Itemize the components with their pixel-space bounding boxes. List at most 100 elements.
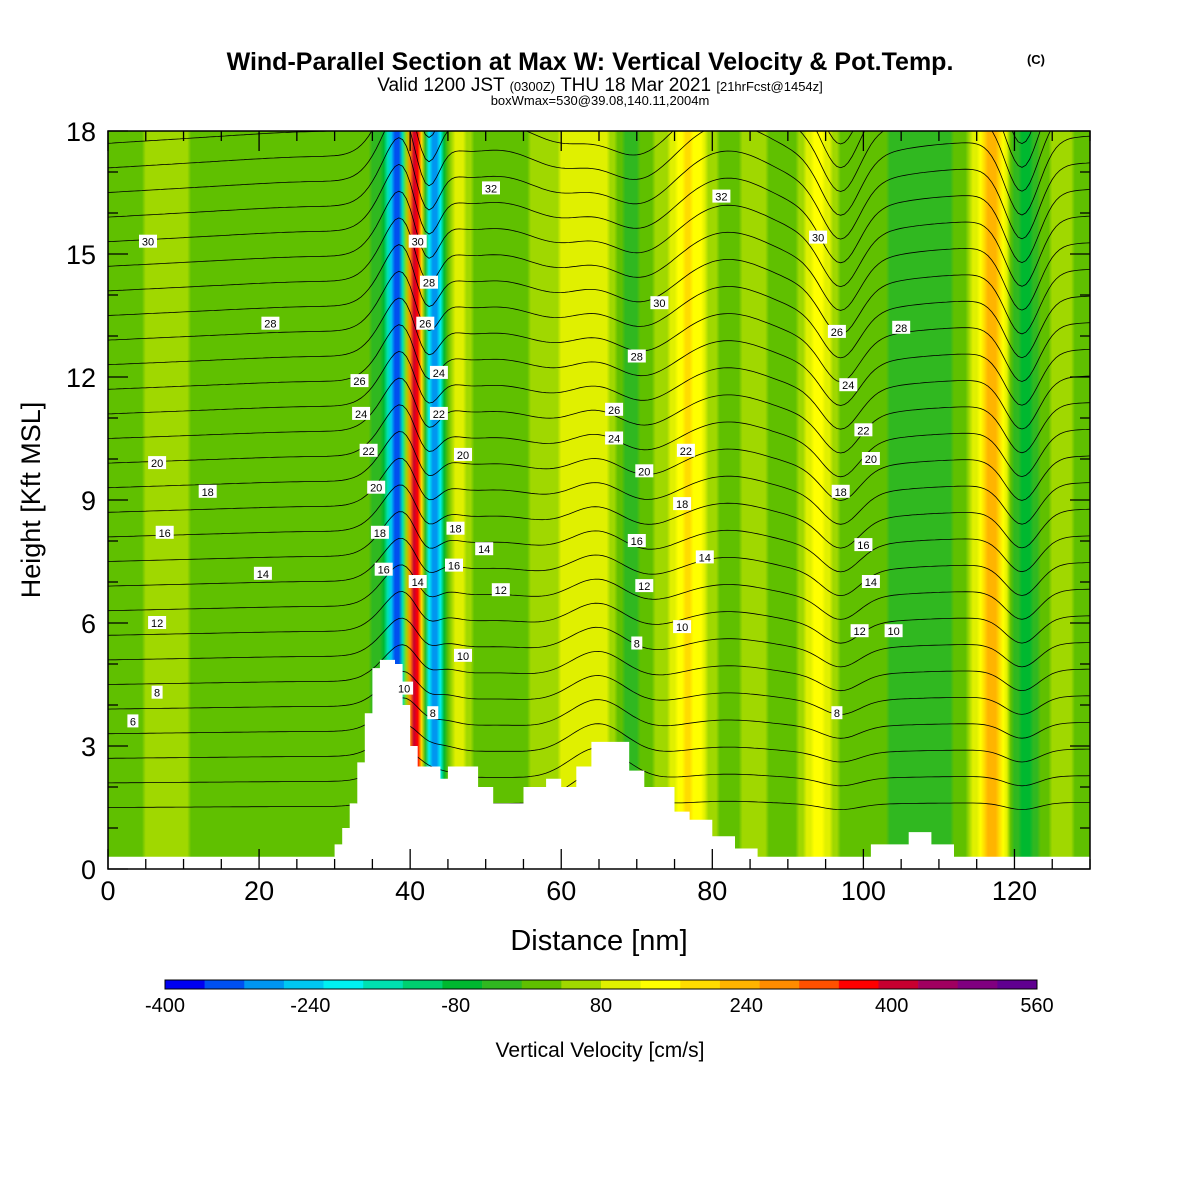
y-tick-label: 9 <box>81 486 96 516</box>
colorbar-swatch <box>442 980 483 989</box>
theta-contour-line <box>108 670 1090 715</box>
contour-label-text: 14 <box>412 577 424 589</box>
contour-label: 26 <box>605 402 624 417</box>
colorbar-swatch <box>640 980 681 989</box>
colorbar-tick-label: -80 <box>441 995 470 1017</box>
subtitle-valid: Valid 1200 JST <box>377 75 505 96</box>
contour-label-text: 14 <box>699 552 711 564</box>
contour-label-box <box>605 402 624 416</box>
colorbar-tick-label: 560 <box>1020 995 1053 1017</box>
x-tick-label: 0 <box>100 876 115 906</box>
contour-label: 28 <box>261 316 280 331</box>
contour-label-box <box>370 525 389 539</box>
contour-label: 24 <box>429 365 448 380</box>
theta-contour-line <box>108 723 1090 763</box>
colorbar-swatch <box>719 980 760 989</box>
theta-contour-line <box>108 404 1090 478</box>
contour-label-text: 18 <box>202 487 214 499</box>
colorbar-swatch <box>601 980 641 989</box>
contour-label-text: 22 <box>433 409 445 421</box>
theta-contour-line <box>108 644 1090 692</box>
contour-label-text: 26 <box>353 376 365 388</box>
contour-label-box <box>198 484 217 498</box>
contour-label: 22 <box>854 423 873 437</box>
contour-label: 18 <box>198 484 217 499</box>
terrain <box>108 659 1090 869</box>
contour-label-box <box>446 521 465 535</box>
contour-label-box <box>427 706 439 720</box>
contour-label-box <box>712 189 731 203</box>
contour-label: 12 <box>148 616 167 630</box>
theta-contour-line <box>108 617 1090 668</box>
theta-contour-line <box>108 457 1090 525</box>
theta-contour-line <box>108 538 1090 597</box>
contour-label-text: 12 <box>495 585 507 597</box>
contour-label: 18 <box>831 484 850 499</box>
contour-label: 16 <box>445 558 463 573</box>
contour-label-box <box>809 230 828 244</box>
contour-label-box <box>892 320 911 334</box>
contour-label: 22 <box>359 443 378 458</box>
contour-label-text: 14 <box>865 577 877 589</box>
contour-label-text: 10 <box>457 651 469 663</box>
contour-label: 32 <box>482 181 500 195</box>
contour-label: 26 <box>350 374 369 388</box>
y-tick-label: 0 <box>81 855 96 885</box>
colorbar-swatch <box>561 980 602 989</box>
colorbar-tick-label: 400 <box>875 995 908 1017</box>
contour-label: 20 <box>367 480 386 495</box>
theta-contour-line <box>108 564 1090 620</box>
theta-contour-line <box>108 217 1090 311</box>
y-tick-label: 12 <box>66 363 96 393</box>
colorbar <box>164 979 1038 990</box>
contour-label-box <box>127 714 139 728</box>
x-tick-label: 20 <box>244 876 274 906</box>
contour-label: 8 <box>831 706 843 720</box>
contour-label-text: 28 <box>264 319 276 331</box>
contour-label-box <box>884 624 903 638</box>
contour-label-box <box>350 374 369 388</box>
contour-label-box <box>854 423 873 437</box>
contour-label-box <box>420 275 438 289</box>
contour-label-box <box>454 648 472 662</box>
contour-label: 6 <box>127 714 139 728</box>
chart-title-mark: (C) <box>1027 52 1045 67</box>
contour-label-box <box>673 497 692 511</box>
contour-label: 24 <box>839 378 858 392</box>
contour-label-text: 24 <box>608 434 620 446</box>
contour-label-text: 20 <box>457 450 469 462</box>
contour-label: 16 <box>155 525 174 540</box>
contour-label-text: 20 <box>370 483 382 495</box>
contour-label: 30 <box>809 230 828 245</box>
contour-label: 30 <box>650 296 669 310</box>
colorbar-swatch <box>838 980 879 989</box>
x-tick-label: 120 <box>992 876 1037 906</box>
contour-label-box <box>429 365 448 379</box>
theta-contour-line <box>108 190 1090 288</box>
theta-contour-line <box>108 511 1090 573</box>
colorbar-swatch <box>521 980 562 989</box>
colorbar-swatch <box>680 980 721 989</box>
contour-label-box <box>416 316 435 330</box>
contour-label: 26 <box>827 324 846 339</box>
y-tick-labels: 0 3 6 9 12 15 18 <box>66 117 96 885</box>
contour-label-box <box>429 406 448 420</box>
theta-contour-line <box>108 270 1090 359</box>
contour-label-box <box>155 525 174 539</box>
contour-label: 28 <box>627 349 646 364</box>
plot-area: 30 28 20 18 16 14 12 8 6 26 24 22 20 18 16 10 30 28 26 24 22… <box>108 131 1090 869</box>
contour-label-text: 18 <box>835 487 847 499</box>
colorbar-tick-label: 80 <box>590 995 612 1017</box>
theta-contour-line <box>108 431 1090 501</box>
colorbar-swatch <box>283 980 324 989</box>
contour-label: 10 <box>395 681 414 696</box>
contour-label: 14 <box>253 566 272 581</box>
chart-title: Wind-Parallel Section at Max W: Vertical… <box>227 48 954 76</box>
contour-label-box <box>408 234 427 248</box>
y-tick-label: 18 <box>66 117 96 147</box>
colorbar-label: Vertical Velocity [cm/s] <box>496 1039 705 1062</box>
chart-subtitle: Valid 1200 JST (0300Z) THU 18 Mar 2021 [… <box>377 75 823 96</box>
contour-label-text: 26 <box>419 319 431 331</box>
contour-label-text: 32 <box>715 192 727 204</box>
contour-label-box <box>367 480 386 494</box>
